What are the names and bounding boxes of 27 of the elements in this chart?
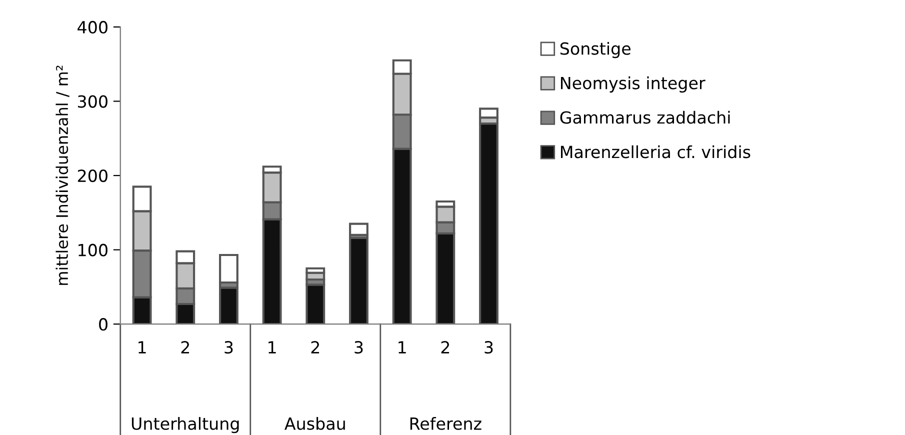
bar [349,236,368,324]
legend-label: Neomysis integer [560,76,706,93]
x-tick-label: 3 [354,341,363,354]
x-tick-label: 1 [398,341,406,354]
y-axis-title: mittlere Individuenzahl / m² [56,66,70,285]
bar [479,122,498,324]
bar [219,286,238,324]
bar [306,284,326,324]
y-tick-label: 300 [78,95,108,108]
x-tick-label: 2 [181,341,190,354]
y-tick-label: 100 [78,244,108,256]
y-tick-label: 0 [99,318,108,331]
y-tick-label: 200 [78,169,108,182]
y-tick-label: 400 [78,20,108,34]
x-tick-label: 2 [441,341,450,354]
x-tick-label: 1 [268,341,276,354]
x-tick-label: 3 [224,341,233,354]
x-tick-label: 1 [138,341,146,354]
text: Unterhaltung [132,417,239,434]
legend-label: Marenzelleria cf. viridis [560,145,750,158]
text: Ausbau [284,417,345,430]
legend-label: Gammarus zaddachi [560,110,730,124]
x-tick-label: 3 [484,341,493,354]
bar [349,222,368,236]
text: Referenz [410,417,482,430]
x-tick-label: 2 [311,341,320,354]
legend-label: Sonstige [560,42,630,58]
